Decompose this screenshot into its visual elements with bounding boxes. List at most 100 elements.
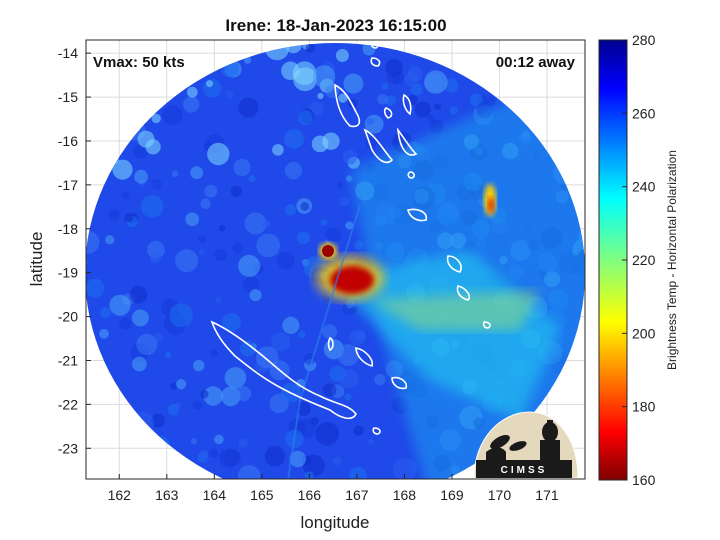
colorbar-tick-label: 220: [632, 252, 656, 268]
temp-speckle: [339, 369, 359, 389]
temp-speckle: [262, 219, 271, 228]
warm-eye-spot: [322, 245, 334, 257]
colorbar-tick-label: 240: [632, 179, 656, 195]
storm-core: [330, 266, 374, 294]
temp-speckle: [298, 330, 306, 339]
x-tick-label: 169: [440, 487, 464, 503]
temp-speckle: [296, 401, 311, 416]
x-axis-label: longitude: [300, 513, 369, 532]
temp-speckle: [283, 133, 296, 146]
x-tick-label: 171: [535, 487, 559, 503]
temp-speckle: [119, 317, 132, 330]
temp-speckle: [112, 159, 133, 180]
temp-speckle: [140, 194, 164, 218]
temp-speckle: [349, 466, 367, 479]
x-tick-label: 170: [488, 487, 512, 503]
temp-speckle: [219, 448, 239, 468]
temp-speckle: [249, 289, 262, 302]
temp-speckle: [136, 333, 158, 355]
temp-speckle: [175, 249, 199, 273]
temp-speckle: [169, 303, 194, 328]
x-tick-label: 163: [155, 487, 179, 503]
colorbar-label: Brightness Temp - Horizontal Polarizatio…: [665, 150, 679, 370]
temp-speckle: [343, 73, 364, 94]
temp-speckle: [337, 344, 360, 366]
temp-speckle: [300, 202, 310, 211]
temp-speckle: [214, 434, 224, 445]
temp-speckle: [385, 58, 403, 77]
temp-speckle: [243, 276, 260, 293]
temp-speckle: [256, 346, 279, 369]
temp-speckle: [210, 349, 218, 357]
temp-speckle: [336, 182, 344, 189]
temp-speckle: [282, 316, 300, 334]
temp-speckle: [284, 162, 303, 180]
temp-speckle: [220, 386, 241, 407]
x-tick-label: 162: [108, 487, 132, 503]
x-tick-label: 165: [250, 487, 274, 503]
y-tick-label: -19: [58, 265, 78, 281]
temp-speckle: [244, 56, 252, 64]
temp-speckle: [137, 130, 155, 148]
temp-speckle: [298, 110, 313, 125]
x-axis-ticks: 162 163 164 165 166 167 168 169 170 171: [108, 474, 559, 503]
temp-speckle: [305, 43, 315, 53]
temp-speckle: [310, 416, 319, 425]
logo-text: CIMSS: [501, 465, 548, 476]
temp-speckle: [434, 103, 442, 110]
temp-speckle: [238, 438, 248, 448]
temp-speckle: [76, 107, 85, 116]
temp-speckle: [207, 142, 230, 166]
temp-speckle: [193, 359, 205, 372]
y-tick-label: -22: [58, 396, 78, 412]
temp-speckle: [367, 438, 374, 446]
temp-speckle: [281, 61, 300, 81]
temp-speckle: [214, 248, 227, 261]
x-tick-label: 167: [345, 487, 369, 503]
y-tick-label: -21: [58, 352, 78, 368]
temp-speckle: [284, 204, 297, 216]
temp-speckle: [335, 49, 349, 62]
colorbar-ticks: 160 180 200 220 240 260 280: [622, 32, 656, 488]
temp-speckle: [264, 446, 286, 467]
temp-speckle: [322, 132, 340, 150]
temp-speckle: [354, 240, 364, 250]
temp-speckle: [206, 80, 214, 88]
temp-speckle: [198, 235, 206, 244]
temp-speckle: [237, 465, 261, 479]
y-tick-label: -17: [58, 177, 78, 193]
temp-speckle: [238, 97, 259, 118]
temp-speckle: [256, 233, 281, 258]
temp-speckle: [296, 378, 306, 388]
x-tick-label: 168: [393, 487, 417, 503]
temp-speckle: [325, 227, 342, 243]
temp-speckle: [190, 438, 197, 445]
temp-speckle: [183, 96, 200, 113]
temp-speckle: [171, 170, 179, 178]
temp-speckle: [186, 86, 198, 98]
temp-speckle: [320, 219, 327, 226]
y-tick-label: -16: [58, 133, 78, 149]
colorbar-tick-label: 180: [632, 399, 656, 415]
colorbar-tick-label: 160: [632, 472, 656, 488]
temp-speckle: [449, 106, 458, 115]
temp-speckle: [403, 72, 419, 87]
temp-speckle: [162, 105, 183, 126]
temp-speckle: [385, 95, 396, 106]
temp-speckle: [200, 390, 209, 399]
temp-speckle: [151, 113, 161, 124]
temp-speckle: [236, 386, 252, 402]
temp-speckle: [238, 254, 261, 277]
temp-speckle: [349, 329, 366, 346]
temp-speckle: [230, 185, 243, 198]
temp-speckle: [204, 184, 218, 198]
temp-speckle: [124, 213, 134, 223]
temp-speckle: [232, 242, 243, 253]
temp-speckle: [289, 450, 306, 468]
coastlines: [210, 43, 491, 435]
y-tick-label: -18: [58, 221, 78, 237]
plot-frame: [85, 39, 586, 480]
temp-speckle: [339, 196, 350, 207]
temp-speckle: [322, 294, 331, 303]
temp-speckle: [174, 402, 182, 409]
